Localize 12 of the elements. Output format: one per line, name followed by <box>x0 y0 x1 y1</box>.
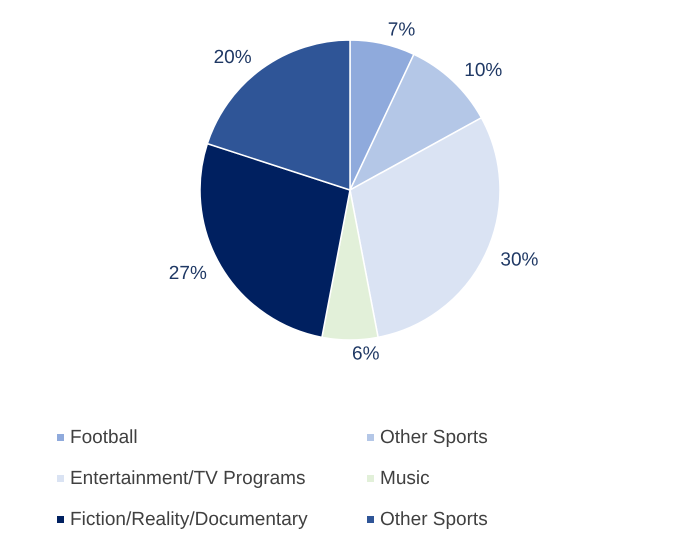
legend-label: Other Sports <box>380 427 488 448</box>
legend-label: Music <box>380 468 430 489</box>
data-label: 7% <box>388 19 416 40</box>
data-label: 27% <box>168 262 207 284</box>
legend-label: Entertainment/TV Programs <box>70 468 306 489</box>
data-label: 10% <box>464 60 502 81</box>
data-label: 6% <box>352 344 380 364</box>
legend-label: Fiction/Reality/Documentary <box>70 509 308 530</box>
data-label: 30% <box>500 249 539 270</box>
legend-label: Other Sports <box>380 509 488 530</box>
legend-label: Football <box>70 427 138 448</box>
data-label: 20% <box>214 46 252 68</box>
